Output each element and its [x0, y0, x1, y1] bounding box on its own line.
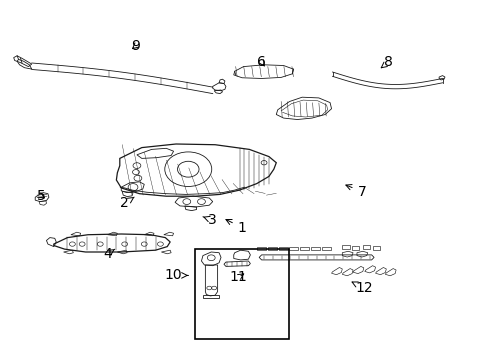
Text: 8: 8 [381, 55, 392, 69]
Text: 12: 12 [351, 281, 372, 295]
Text: 1: 1 [225, 220, 246, 234]
Text: 3: 3 [203, 213, 217, 227]
Text: 5: 5 [37, 189, 46, 203]
Text: 10: 10 [164, 269, 187, 282]
Text: 7: 7 [345, 185, 366, 198]
Text: 11: 11 [229, 270, 247, 284]
Text: 2: 2 [120, 197, 134, 210]
Text: 4: 4 [103, 247, 115, 261]
Bar [194, 249, 288, 339]
Text: 6: 6 [257, 55, 265, 69]
Text: 9: 9 [131, 39, 140, 53]
